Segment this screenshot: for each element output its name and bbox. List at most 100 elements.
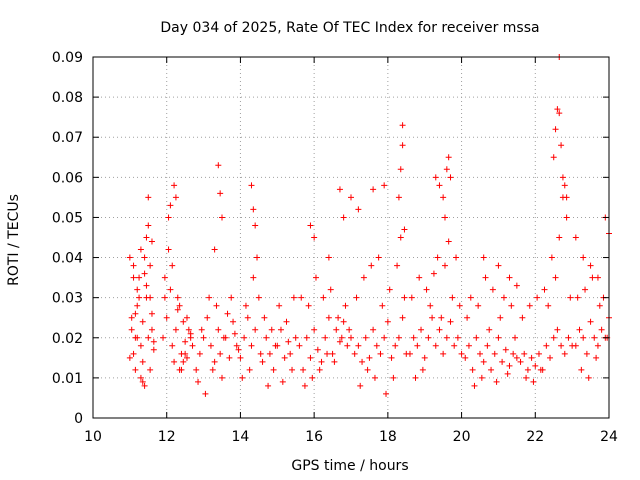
- data-point: [486, 326, 493, 333]
- data-point: [556, 110, 563, 117]
- data-point: [165, 246, 172, 253]
- data-point: [239, 374, 246, 381]
- x-tick-label: 10: [84, 429, 102, 445]
- data-point: [160, 334, 167, 341]
- data-point: [430, 270, 437, 277]
- data-point: [593, 354, 600, 361]
- data-point: [130, 262, 137, 269]
- data-point: [316, 366, 323, 373]
- data-point: [488, 366, 495, 373]
- data-point: [388, 354, 395, 361]
- data-point: [198, 326, 205, 333]
- data-point: [233, 342, 240, 349]
- data-point: [263, 334, 270, 341]
- data-point: [266, 350, 273, 357]
- data-point: [406, 350, 413, 357]
- data-point: [477, 350, 483, 357]
- data-point: [336, 186, 343, 193]
- data-point: [550, 154, 557, 161]
- data-point: [139, 378, 146, 385]
- data-point: [335, 314, 342, 321]
- x-tick-label: 22: [526, 429, 544, 445]
- data-point: [287, 350, 294, 357]
- data-point: [528, 354, 535, 361]
- data-point: [594, 274, 601, 281]
- data-point: [465, 342, 472, 349]
- y-tick-label: 0.02: [52, 331, 83, 347]
- data-point: [172, 194, 179, 201]
- data-point: [209, 366, 216, 373]
- data-point: [456, 302, 463, 309]
- data-point: [324, 350, 331, 357]
- data-point: [508, 302, 515, 309]
- data-point: [543, 342, 550, 349]
- data-point: [130, 274, 137, 281]
- y-tick-label: 0.04: [52, 251, 83, 267]
- data-point: [381, 182, 388, 189]
- data-point: [307, 222, 314, 229]
- y-tick-label: 0: [74, 411, 83, 427]
- data-point: [366, 354, 373, 361]
- data-point: [552, 274, 559, 281]
- data-point: [419, 366, 426, 373]
- data-point: [429, 314, 436, 321]
- data-point: [217, 190, 224, 197]
- data-point: [379, 302, 386, 309]
- data-point: [189, 342, 196, 349]
- data-point: [132, 310, 139, 317]
- data-point: [143, 282, 150, 289]
- data-point: [206, 294, 213, 301]
- data-point: [161, 274, 168, 281]
- data-point: [359, 358, 366, 365]
- data-point: [250, 206, 257, 213]
- data-point: [252, 222, 259, 229]
- data-point: [300, 366, 307, 373]
- data-point: [200, 334, 207, 341]
- data-point: [545, 302, 552, 309]
- data-point: [353, 294, 360, 301]
- data-point: [585, 374, 592, 381]
- data-point: [132, 366, 139, 373]
- data-point: [307, 354, 314, 361]
- data-point: [176, 302, 183, 309]
- data-point: [309, 374, 316, 381]
- data-point: [373, 342, 380, 349]
- data-point: [180, 358, 187, 365]
- data-point: [410, 334, 417, 341]
- data-point: [137, 246, 144, 253]
- chart-title: Day 034 of 2025, Rate Of TEC Index for r…: [160, 20, 539, 36]
- data-point: [148, 310, 155, 317]
- data-point: [591, 334, 598, 341]
- data-point: [519, 314, 526, 321]
- data-point: [348, 334, 354, 341]
- data-point: [193, 366, 200, 373]
- data-point: [213, 302, 220, 309]
- data-point: [215, 326, 222, 333]
- x-tick-label: 16: [305, 429, 323, 445]
- data-point: [255, 294, 262, 301]
- data-point: [502, 346, 509, 353]
- data-point: [441, 214, 448, 221]
- data-point: [312, 274, 319, 281]
- data-point: [145, 194, 152, 201]
- data-point: [535, 350, 542, 357]
- data-point: [169, 262, 176, 269]
- data-point: [165, 214, 172, 221]
- data-point: [500, 294, 507, 301]
- x-tick-label: 18: [379, 429, 397, 445]
- data-point: [180, 318, 187, 325]
- data-point: [469, 366, 476, 373]
- data-point: [211, 358, 218, 365]
- y-tick-label: 0.03: [52, 291, 83, 307]
- data-point: [148, 238, 155, 245]
- data-point: [399, 122, 406, 129]
- data-point: [355, 342, 362, 349]
- data-point: [558, 142, 565, 149]
- data-point: [231, 330, 238, 337]
- data-point: [443, 334, 450, 341]
- data-point: [268, 326, 275, 333]
- data-point: [276, 302, 283, 309]
- data-point: [270, 366, 277, 373]
- data-point: [587, 262, 594, 269]
